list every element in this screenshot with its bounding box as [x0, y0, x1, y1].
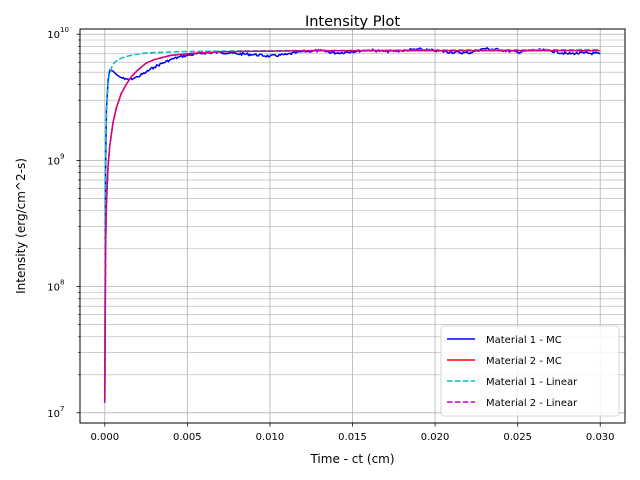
chart-title: Intensity Plot [305, 14, 400, 30]
series-line-1 [104, 47, 601, 403]
legend-entry-label: Material 1 - MC [486, 335, 562, 346]
y-tick-label: 10 7 [47, 405, 64, 420]
x-axis-label: Time - ct (cm) [309, 452, 394, 466]
x-tick-label: 0.010 [256, 432, 285, 443]
legend-box [440, 325, 620, 417]
x-tick-label: 0.025 [503, 432, 532, 443]
y-tick-base: 10 [47, 156, 60, 167]
legend: Material 1 - MC Material 2 - MC Material 1… [440, 325, 620, 417]
legend-entry-label: Material 2 - MC [486, 356, 562, 367]
y-tick-base: 10 [47, 30, 60, 41]
x-tick-label: 0.015 [338, 432, 367, 443]
y-tick-base: 10 [47, 409, 60, 420]
y-axis-label: Intensity (erg/cm^2-s) [14, 158, 28, 294]
y-tick-label: 10 10 [47, 26, 69, 41]
legend-entry-label: Material 1 - Linear [486, 377, 578, 388]
y-tick-exponent: 8 [60, 279, 64, 287]
series-layer [104, 47, 601, 403]
series-line-4 [104, 49, 601, 403]
y-tick-base: 10 [47, 283, 60, 294]
y-tick-exponent: 7 [60, 405, 64, 413]
y-tick-label: 10 8 [47, 279, 64, 294]
y-tick-exponent: 10 [60, 26, 69, 34]
y-tick-exponent: 9 [60, 152, 64, 160]
legend-entry-label: Material 2 - Linear [486, 398, 578, 409]
x-tick-label: 0.005 [173, 432, 202, 443]
x-tick-label: 0.030 [586, 432, 615, 443]
y-tick-label: 10 9 [47, 152, 64, 167]
x-tick-label: 0.000 [90, 432, 119, 443]
x-tick-label: 0.020 [421, 432, 450, 443]
